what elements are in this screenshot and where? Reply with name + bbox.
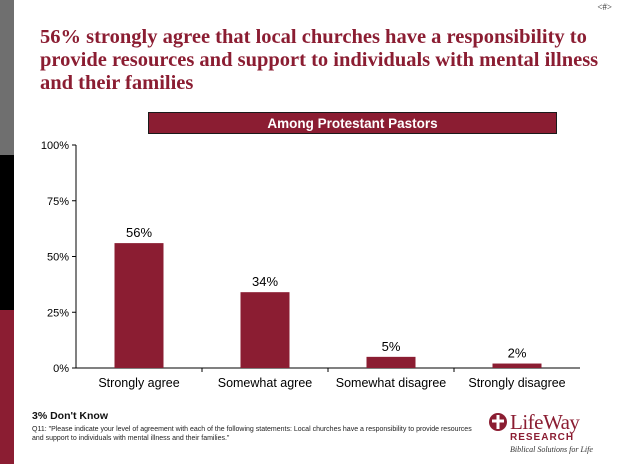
x-tick-label: Strongly disagree — [468, 376, 565, 390]
x-tick-label: Strongly agree — [98, 376, 179, 390]
dont-know-note: 3% Don't Know — [32, 410, 108, 422]
x-tick-label: Somewhat disagree — [336, 376, 447, 390]
side-band-red — [0, 310, 14, 464]
lifeway-cross-icon — [489, 413, 507, 431]
logo-tagline: Biblical Solutions for Life — [510, 445, 593, 454]
chart-subtitle-banner: Among Protestant Pastors — [148, 112, 557, 134]
data-label: 2% — [508, 346, 527, 361]
slide-title: 56% strongly agree that local churches h… — [40, 26, 599, 94]
logo-wordmark: LifeWay — [510, 410, 580, 434]
lifeway-logo: LifeWay RESEARCH Biblical Solutions for … — [488, 410, 608, 460]
side-band-gray — [0, 0, 14, 155]
bar — [114, 243, 164, 368]
y-tick-label: 50% — [47, 252, 69, 264]
data-label: 56% — [126, 225, 152, 240]
question-text: Q11: "Please indicate your level of agre… — [32, 426, 472, 442]
bar — [240, 292, 290, 368]
y-tick-label: 75% — [47, 196, 69, 208]
data-label: 34% — [252, 274, 278, 289]
y-tick-label: 0% — [53, 363, 69, 375]
logo-subtitle: RESEARCH — [510, 432, 575, 443]
bar — [366, 356, 416, 368]
x-tick-label: Somewhat agree — [218, 376, 313, 390]
y-tick-label: 100% — [41, 140, 69, 152]
data-label: 5% — [382, 339, 401, 354]
bar — [492, 363, 542, 368]
side-band-black — [0, 155, 14, 310]
slide-number: <#> — [597, 2, 612, 12]
y-tick-label: 25% — [47, 307, 69, 319]
